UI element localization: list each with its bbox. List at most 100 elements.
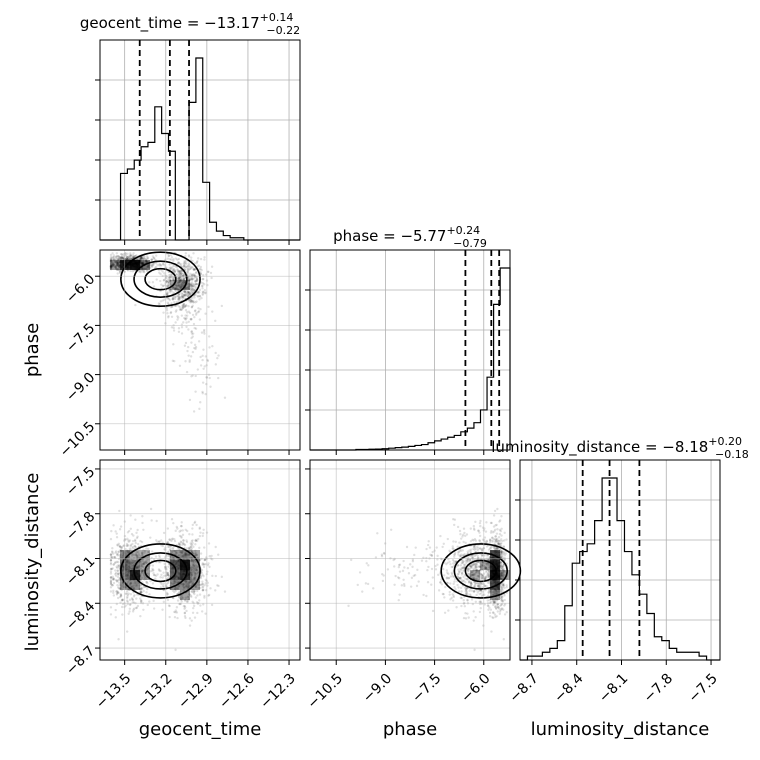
sample-point-geocent_time-phase [178, 297, 181, 301]
sample-point-phase-luminosity_distance [483, 536, 487, 539]
sample-point-geocent_time-luminosity_distance [127, 571, 131, 575]
sample-point-geocent_time-phase [116, 263, 119, 267]
sample-point-geocent_time-luminosity_distance [117, 542, 121, 545]
sample-point-geocent_time-luminosity_distance [191, 566, 195, 570]
sample-point-geocent_time-phase [181, 278, 185, 281]
sample-point-geocent_time-phase [185, 325, 188, 329]
sample-point-phase-luminosity_distance [452, 560, 456, 563]
sample-point-geocent_time-luminosity_distance [118, 509, 121, 513]
sample-point-phase-luminosity_distance [425, 547, 428, 551]
sample-point-geocent_time-phase [136, 265, 139, 269]
sample-point-geocent_time-phase [177, 289, 180, 292]
sample-point-phase-luminosity_distance [493, 580, 497, 584]
sample-point-geocent_time-luminosity_distance [206, 563, 210, 567]
sample-point-geocent_time-phase [197, 290, 200, 294]
sample-point-geocent_time-phase [167, 281, 171, 284]
sample-point-geocent_time-luminosity_distance [176, 562, 179, 565]
sample-point-phase-luminosity_distance [484, 575, 487, 579]
sample-point-geocent_time-luminosity_distance [195, 568, 199, 572]
sample-point-geocent_time-phase [176, 269, 179, 272]
sample-point-geocent_time-phase [179, 308, 182, 311]
sample-point-geocent_time-luminosity_distance [184, 553, 188, 557]
sample-point-geocent_time-phase [118, 267, 121, 270]
sample-point-geocent_time-luminosity_distance [114, 550, 118, 553]
sample-point-geocent_time-luminosity_distance [187, 595, 190, 599]
sample-point-phase-luminosity_distance [472, 573, 475, 577]
sample-point-geocent_time-phase [146, 265, 149, 268]
sample-point-geocent_time-luminosity_distance [138, 574, 141, 578]
sample-point-phase-luminosity_distance [495, 592, 498, 595]
sample-point-phase-luminosity_distance [407, 572, 411, 575]
sample-point-geocent_time-phase [186, 287, 189, 290]
sample-point-phase-luminosity_distance [475, 562, 478, 565]
sample-point-phase-luminosity_distance [500, 573, 504, 576]
sample-point-phase-luminosity_distance [444, 585, 447, 589]
sample-point-geocent_time-phase [188, 359, 191, 362]
sample-point-geocent_time-luminosity_distance [139, 563, 142, 567]
sample-point-geocent_time-luminosity_distance [119, 545, 122, 548]
sample-point-geocent_time-phase [187, 278, 191, 281]
sample-point-phase-luminosity_distance [500, 564, 503, 568]
sample-point-geocent_time-phase [182, 277, 186, 280]
sample-point-phase-luminosity_distance [505, 611, 508, 614]
sample-point-geocent_time-luminosity_distance [129, 543, 133, 547]
sample-point-geocent_time-phase [216, 356, 219, 360]
sample-point-geocent_time-luminosity_distance [201, 532, 205, 535]
sample-point-geocent_time-luminosity_distance [157, 561, 161, 564]
sample-point-geocent_time-luminosity_distance [117, 638, 120, 641]
sample-point-geocent_time-phase [193, 267, 196, 271]
sample-point-geocent_time-luminosity_distance [132, 595, 136, 598]
sample-point-geocent_time-phase [142, 260, 145, 263]
sample-point-geocent_time-phase [129, 258, 132, 261]
sample-point-phase-luminosity_distance [491, 569, 494, 572]
sample-point-phase-luminosity_distance [495, 563, 499, 566]
sample-point-geocent_time-phase [135, 264, 138, 268]
sample-point-geocent_time-luminosity_distance [210, 603, 214, 607]
sample-point-geocent_time-phase [109, 256, 113, 259]
sample-point-phase-luminosity_distance [499, 539, 502, 543]
sample-point-geocent_time-phase [146, 269, 149, 273]
sample-point-phase-luminosity_distance [480, 592, 483, 595]
sample-point-geocent_time-luminosity_distance [188, 566, 191, 570]
sample-point-geocent_time-phase [189, 299, 192, 302]
sample-point-geocent_time-luminosity_distance [126, 575, 129, 578]
sample-point-geocent_time-luminosity_distance [185, 552, 189, 556]
sample-point-geocent_time-phase [179, 278, 183, 281]
sample-point-geocent_time-luminosity_distance [125, 630, 129, 633]
sample-point-phase-luminosity_distance [505, 585, 508, 589]
sample-point-geocent_time-luminosity_distance [172, 572, 175, 575]
sample-point-geocent_time-luminosity_distance [126, 561, 130, 565]
sample-point-geocent_time-phase [128, 254, 131, 257]
sample-point-geocent_time-phase [183, 344, 187, 347]
sample-point-phase-luminosity_distance [454, 588, 457, 591]
sample-point-geocent_time-luminosity_distance [131, 578, 134, 581]
sample-point-geocent_time-phase [187, 290, 190, 294]
sample-point-geocent_time-phase [177, 282, 181, 285]
sample-point-geocent_time-luminosity_distance [190, 574, 193, 577]
sample-point-geocent_time-luminosity_distance [112, 581, 116, 585]
sample-point-geocent_time-luminosity_distance [120, 598, 124, 602]
sample-point-phase-luminosity_distance [462, 563, 466, 566]
sample-point-geocent_time-phase [161, 284, 165, 288]
sample-point-geocent_time-luminosity_distance [114, 616, 117, 619]
sample-point-geocent_time-phase [125, 267, 128, 270]
sample-point-phase-luminosity_distance [500, 527, 503, 530]
sample-point-geocent_time-phase [136, 258, 139, 262]
title-luminosity-distance: luminosity_distance = −8.18+0.20 −0.18 [491, 435, 748, 461]
sample-point-geocent_time-phase [178, 262, 182, 266]
sample-point-geocent_time-luminosity_distance [182, 564, 185, 568]
sample-point-phase-luminosity_distance [474, 571, 477, 575]
sample-point-geocent_time-luminosity_distance [159, 586, 163, 589]
sample-point-geocent_time-phase [138, 259, 142, 262]
sample-point-geocent_time-phase [117, 265, 121, 268]
sample-point-geocent_time-luminosity_distance [134, 553, 138, 556]
sample-point-geocent_time-luminosity_distance [200, 571, 203, 574]
sample-point-geocent_time-luminosity_distance [198, 593, 202, 596]
sample-point-geocent_time-phase [188, 282, 192, 286]
sample-point-geocent_time-phase [121, 256, 125, 260]
sample-point-geocent_time-phase [119, 264, 122, 267]
sample-point-geocent_time-luminosity_distance [112, 524, 115, 527]
sample-point-geocent_time-luminosity_distance [183, 569, 186, 573]
sample-point-geocent_time-phase [167, 280, 170, 284]
sample-point-phase-luminosity_distance [449, 562, 452, 566]
